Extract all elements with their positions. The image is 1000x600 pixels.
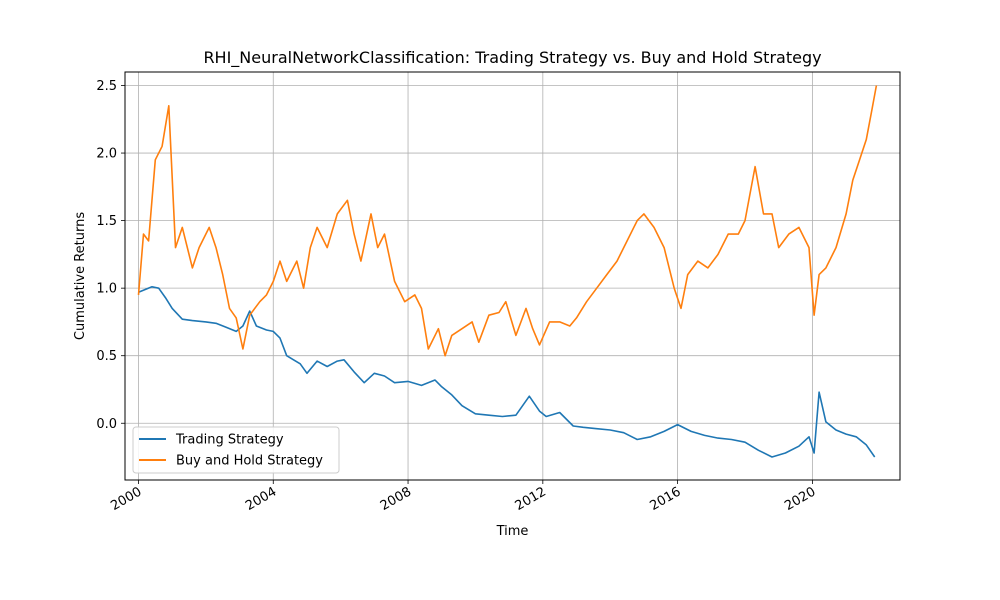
series-layer <box>137 85 878 458</box>
y-tick-label: 0.5 <box>96 349 117 364</box>
legend: Trading Strategy Buy and Hold Strategy <box>132 426 340 474</box>
grid <box>125 72 900 480</box>
series-line-2 <box>137 85 878 357</box>
legend-label: Buy and Hold Strategy <box>176 454 323 469</box>
y-tick-label: 2.5 <box>96 79 117 94</box>
x-axis-title: Time <box>496 524 529 539</box>
series-line-1 <box>138 285 876 458</box>
plot-frame <box>124 71 901 481</box>
legend-box <box>132 426 340 474</box>
legend-label: Trading Strategy <box>175 433 284 448</box>
y-tick-label: 2.0 <box>96 147 117 162</box>
y-axis: 0.0 0.5 1.0 1.5 2.0 2.5 <box>96 79 125 432</box>
y-tick-label: 1.0 <box>96 282 117 297</box>
chart-title: RHI_NeuralNetworkClassification: Trading… <box>203 48 821 68</box>
y-axis-title: Cumulative Returns <box>73 212 88 340</box>
y-tick-label: 1.5 <box>96 214 117 229</box>
y-tick-label: 0.0 <box>96 417 117 432</box>
